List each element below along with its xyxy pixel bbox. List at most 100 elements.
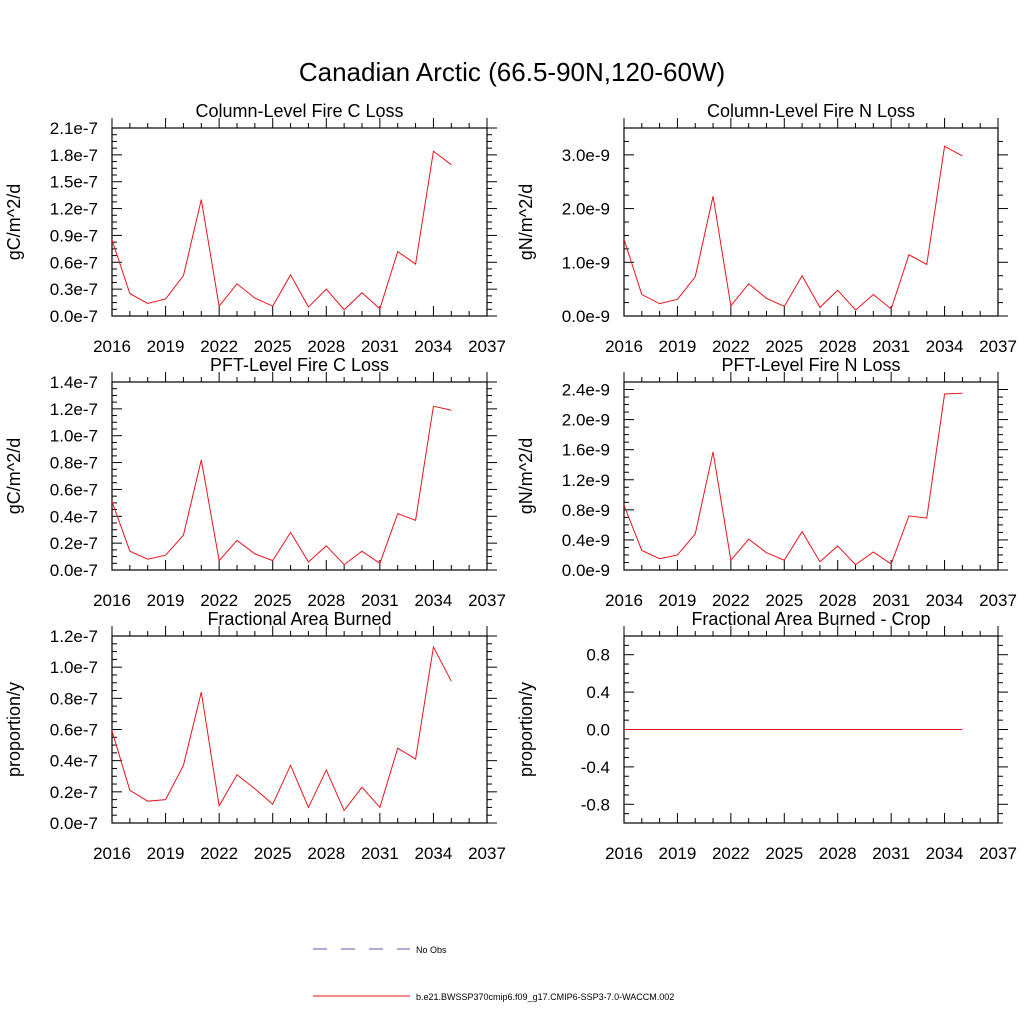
x-tick-label: 2022 [200, 844, 238, 863]
y-tick-label: 1.2e-9 [562, 471, 610, 490]
panel-title: Column-Level Fire N Loss [707, 101, 915, 121]
x-tick-label: 2037 [468, 591, 506, 610]
y-tick-label: 1.0e-7 [50, 427, 98, 446]
x-tick-label: 2025 [254, 337, 292, 356]
x-tick-label: 2034 [926, 337, 964, 356]
y-tick-label: 0.4e-9 [562, 531, 610, 550]
x-tick-label: 2031 [872, 844, 910, 863]
x-tick-label: 2022 [712, 591, 750, 610]
y-tick-label: 1.5e-7 [50, 173, 98, 192]
x-tick-label: 2019 [147, 337, 185, 356]
y-tick-label: 1.0e-9 [562, 253, 610, 272]
x-tick-label: 2031 [872, 591, 910, 610]
x-tick-label: 2025 [765, 591, 803, 610]
y-axis-label: gC/m^2/d [4, 438, 24, 514]
y-tick-label: 1.4e-7 [50, 373, 98, 392]
x-tick-label: 2019 [147, 844, 185, 863]
y-tick-label: 1.6e-9 [562, 441, 610, 460]
series-line [111, 645, 452, 812]
x-tick-label: 2016 [605, 337, 643, 356]
x-tick-label: 2022 [712, 337, 750, 356]
x-tick-label: 2034 [926, 591, 964, 610]
x-tick-label: 2016 [605, 844, 643, 863]
y-tick-label: 1.8e-7 [50, 146, 98, 165]
panel-title: PFT-Level Fire N Loss [721, 355, 900, 375]
x-tick-label: 2028 [819, 844, 857, 863]
x-tick-label: 2019 [659, 337, 697, 356]
x-tick-label: 2019 [659, 591, 697, 610]
x-tick-label: 2034 [926, 844, 964, 863]
y-tick-label: 2.0e-9 [562, 411, 610, 430]
y-tick-label: 0.0e-9 [562, 561, 610, 580]
y-tick-label: 0.8e-7 [50, 689, 98, 708]
y-tick-label: 0.2e-7 [50, 534, 98, 553]
plot-frame [623, 381, 999, 571]
x-tick-label: 2037 [979, 844, 1017, 863]
x-tick-label: 2031 [361, 844, 399, 863]
y-tick-label: 0.2e-7 [50, 783, 98, 802]
figure-title: Canadian Arctic (66.5-90N,120-60W) [299, 57, 725, 87]
y-tick-label: 2.4e-9 [562, 381, 610, 400]
y-tick-label: 0.8e-7 [50, 454, 98, 473]
y-tick-label: 3.0e-9 [562, 146, 610, 165]
y-tick-label: -0.8 [581, 795, 610, 814]
legend-obs-label: No Obs [416, 945, 447, 955]
plot-frame [111, 381, 488, 571]
x-tick-label: 2025 [765, 337, 803, 356]
y-axis-label: gC/m^2/d [4, 184, 24, 260]
series-line [111, 150, 452, 311]
panel-3: PFT-Level Fire C Loss gC/m^2/d 2016 2019 202… [4, 355, 506, 610]
plot-frame [111, 127, 488, 317]
y-tick-label: 0.0e-9 [562, 307, 610, 326]
x-tick-label: 2025 [765, 844, 803, 863]
x-tick-label: 2037 [468, 844, 506, 863]
x-tick-label: 2037 [979, 591, 1017, 610]
panel-title: PFT-Level Fire C Loss [210, 355, 389, 375]
y-axis-label: gN/m^2/d [516, 184, 536, 260]
y-tick-label: 2.0e-9 [562, 200, 610, 219]
y-tick-label: 0.3e-7 [50, 280, 98, 299]
x-tick-label: 2022 [200, 591, 238, 610]
y-tick-label: 0.0 [586, 721, 610, 740]
x-tick-label: 2028 [819, 337, 857, 356]
y-tick-label: 0.6e-7 [50, 721, 98, 740]
y-tick-label: 0.0e-7 [50, 561, 98, 580]
panel-title: Fractional Area Burned [207, 609, 391, 629]
x-tick-label: 2028 [307, 337, 345, 356]
x-tick-label: 2016 [93, 591, 131, 610]
y-tick-label: 0.8 [586, 646, 610, 665]
panel-6: Fractional Area Burned - Crop proportion/… [516, 609, 1017, 863]
panel-1: Column-Level Fire C Loss gC/m^2/d 2016 2019… [4, 101, 506, 356]
legend: No Obs b.e21.BWSSP370cmip6.f09_g17.CMIP6… [313, 945, 674, 1002]
x-tick-label: 2025 [254, 591, 292, 610]
y-axis-label: proportion/y [516, 682, 536, 777]
y-tick-label: 1.2e-7 [50, 400, 98, 419]
y-tick-label: 1.2e-7 [50, 200, 98, 219]
x-tick-label: 2016 [93, 844, 131, 863]
y-tick-label: 0.4e-7 [50, 752, 98, 771]
x-tick-label: 2028 [307, 591, 345, 610]
x-tick-label: 2022 [200, 337, 238, 356]
x-tick-label: 2016 [93, 337, 131, 356]
x-tick-label: 2022 [712, 844, 750, 863]
series-line [623, 145, 963, 311]
y-tick-label: 0.8e-9 [562, 501, 610, 520]
panel-title: Fractional Area Burned - Crop [691, 609, 930, 629]
panel-title: Column-Level Fire C Loss [195, 101, 403, 121]
y-tick-label: 0.4 [586, 683, 610, 702]
x-tick-label: 2019 [659, 844, 697, 863]
y-axis-label: proportion/y [4, 682, 24, 777]
panels: Column-Level Fire C Loss gC/m^2/d 2016 2019… [4, 101, 1017, 863]
y-axis-label: gN/m^2/d [516, 438, 536, 514]
y-tick-label: 2.1e-7 [50, 119, 98, 138]
y-tick-label: -0.4 [581, 758, 610, 777]
x-tick-label: 2031 [872, 337, 910, 356]
series-line [623, 392, 963, 566]
y-tick-label: 0.0e-7 [50, 814, 98, 833]
y-tick-label: 0.6e-7 [50, 480, 98, 499]
panel-2: Column-Level Fire N Loss gN/m^2/d 2016 2019… [516, 101, 1017, 356]
panel-4: PFT-Level Fire N Loss gN/m^2/d 2016 2019 202… [516, 355, 1017, 610]
x-tick-label: 2019 [147, 591, 185, 610]
